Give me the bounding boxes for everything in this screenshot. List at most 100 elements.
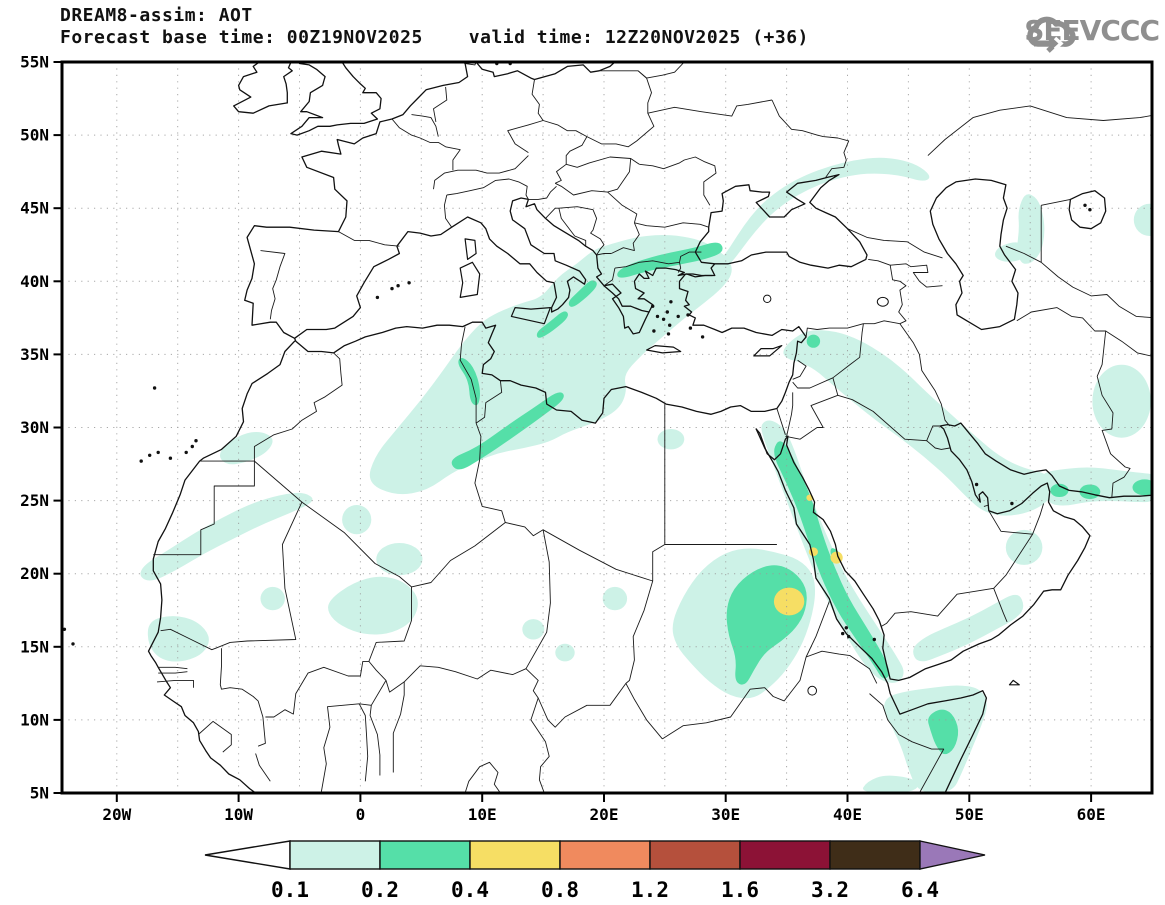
island-dot <box>62 627 67 631</box>
aot-patch-0.1 <box>862 775 918 793</box>
aot-patch-0.1 <box>342 504 372 535</box>
border-line <box>459 326 477 424</box>
border-line <box>255 753 271 782</box>
colorbar-left-arrow <box>204 840 291 870</box>
aot-patch-0.1 <box>147 616 209 662</box>
coastline <box>244 62 469 339</box>
lake <box>807 685 818 696</box>
island-dot <box>872 637 876 642</box>
figure-subtitle: Forecast base time: 00Z19NOV2025 valid ti… <box>60 27 809 49</box>
colorbar: 0.1 0.2 0.4 0.8 1.2 1.6 3.2 6.4 <box>204 840 986 902</box>
island-dot <box>1088 208 1092 212</box>
aot-patch-0.1 <box>260 586 285 611</box>
border-line <box>474 422 666 582</box>
border-line <box>662 656 807 740</box>
valid-time: valid time: 12Z20NOV2025 (+36) <box>468 27 809 48</box>
aot-patch-0.1 <box>1092 364 1151 438</box>
island-dot <box>375 295 380 300</box>
aot-patch-0.1 <box>719 157 930 268</box>
border-line <box>1041 198 1071 206</box>
island-dot <box>688 326 693 330</box>
aot-patch-0.1 <box>522 619 545 640</box>
border-line <box>391 118 461 171</box>
colorbar-segment <box>469 840 561 870</box>
coastline <box>283 62 293 104</box>
island-dot <box>184 450 188 455</box>
border-line <box>614 251 702 269</box>
island-dot <box>168 456 173 460</box>
border-line <box>542 120 588 184</box>
border-line <box>786 392 794 437</box>
aot-patch-0.2 <box>1132 479 1152 496</box>
border-line <box>776 408 786 435</box>
coastline <box>755 428 789 461</box>
island-outline <box>459 261 481 298</box>
aot-patch-0.1 <box>657 429 685 450</box>
x-tick-label: 60E <box>1077 805 1106 824</box>
cloud-icon <box>1027 16 1076 53</box>
aot-patch-0.4 <box>773 587 805 616</box>
border-line <box>160 460 303 651</box>
border-line <box>320 680 387 792</box>
border-line <box>1005 245 1042 263</box>
island-dot <box>1010 501 1014 506</box>
aot-patch-0.1 <box>913 594 1024 662</box>
island-dot <box>974 482 979 487</box>
aot-patch-0.1 <box>783 330 1053 516</box>
border-line <box>566 156 640 168</box>
border-line <box>1105 330 1152 357</box>
lake <box>876 296 889 307</box>
island-dot <box>666 332 671 336</box>
island-dot <box>841 631 845 636</box>
border-line <box>464 761 501 793</box>
border-line <box>555 158 632 196</box>
y-tick-label: 15N <box>20 637 49 656</box>
coastline <box>755 428 988 793</box>
colorbar-tick-label: 3.2 <box>811 878 849 902</box>
colorbar-segment <box>649 840 741 870</box>
coastline <box>233 62 288 114</box>
border-line <box>265 586 412 718</box>
aot-patch-0.1 <box>328 576 418 635</box>
border-line <box>158 671 188 674</box>
aot-patch-0.1 <box>140 492 313 581</box>
island-dot <box>669 300 673 304</box>
border-line <box>537 683 627 728</box>
aot-patch-0.1 <box>1133 203 1152 236</box>
border-line <box>805 320 900 337</box>
border-line <box>847 228 943 259</box>
border-line <box>664 404 777 545</box>
colorbar-tick-label: 0.8 <box>541 878 579 902</box>
border-line <box>926 440 950 450</box>
border-line <box>596 253 612 256</box>
border-line <box>338 231 400 247</box>
border-line <box>545 206 605 256</box>
border-line <box>156 679 194 688</box>
island-dot <box>844 626 848 630</box>
border-line <box>558 208 587 247</box>
x-tick-label: 40E <box>833 805 862 824</box>
frame-layer <box>60 60 1154 795</box>
border-line <box>634 222 709 228</box>
border-line <box>411 114 439 137</box>
x-tick-label: 50E <box>955 805 984 824</box>
aot-patch-0.1 <box>602 586 628 611</box>
y-tick-label: 55N <box>20 53 49 72</box>
colorbar-segment <box>739 840 831 870</box>
island-dot <box>1083 203 1087 207</box>
island-dot <box>661 317 666 321</box>
colorbar-tick-label: 0.4 <box>451 878 489 902</box>
border-line <box>869 693 945 793</box>
y-tick-label: 30N <box>20 418 49 437</box>
colorbar-segment <box>379 840 471 870</box>
x-tick-label: 10W <box>224 805 253 824</box>
colorbar-tick-label: 0.2 <box>361 878 399 902</box>
border-line <box>369 705 381 776</box>
border-line <box>868 258 907 325</box>
border-line <box>899 323 951 427</box>
border-line <box>433 86 448 122</box>
x-tick-label: 20W <box>102 805 131 824</box>
island-dot <box>676 314 680 319</box>
island-dot <box>651 304 655 308</box>
